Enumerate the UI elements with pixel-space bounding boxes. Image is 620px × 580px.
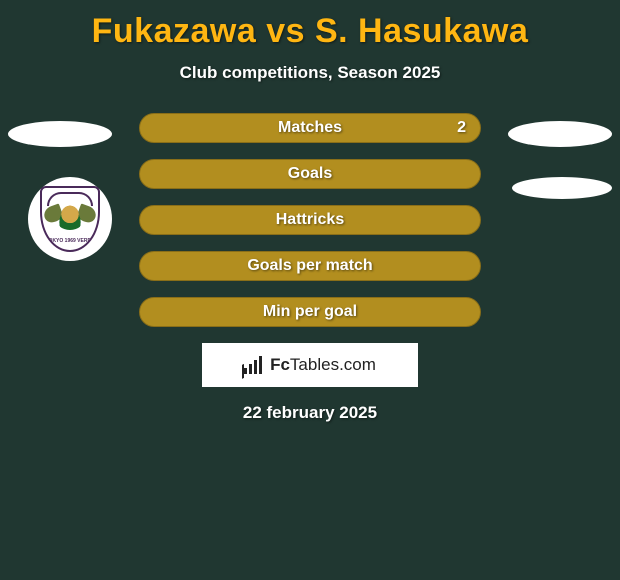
- player2-club-placeholder: [512, 177, 612, 199]
- crest-banner-text: TOKYO 1969 VERDE: [46, 238, 95, 244]
- snapshot-date: 22 february 2025: [0, 403, 620, 423]
- stat-row-hattricks: Hattricks: [139, 205, 481, 235]
- stat-value: 2: [457, 119, 466, 137]
- page-title: Fukazawa vs S. Hasukawa: [0, 0, 620, 51]
- stat-label: Matches: [278, 119, 342, 137]
- player1-badge-placeholder: [8, 121, 112, 147]
- stat-row-goals-per-match: Goals per match: [139, 251, 481, 281]
- stat-bars: Matches 2 Goals Hattricks Goals per matc…: [139, 113, 481, 327]
- brand-suffix: Tables.com: [290, 355, 376, 374]
- club-crest-icon: TOKYO 1969 VERDE: [40, 186, 100, 252]
- stat-label: Min per goal: [263, 303, 357, 321]
- brand-prefix: Fc: [270, 355, 290, 374]
- brand-watermark: FcTables.com: [202, 343, 418, 387]
- stat-label: Goals per match: [247, 257, 372, 275]
- comparison-panel: TOKYO 1969 VERDE Matches 2 Goals Hattric…: [0, 113, 620, 423]
- stat-row-matches: Matches 2: [139, 113, 481, 143]
- stat-row-min-per-goal: Min per goal: [139, 297, 481, 327]
- page-subtitle: Club competitions, Season 2025: [0, 63, 620, 83]
- player1-club-crest: TOKYO 1969 VERDE: [28, 177, 112, 261]
- stat-row-goals: Goals: [139, 159, 481, 189]
- player2-badge-placeholder: [508, 121, 612, 147]
- bars-chart-icon: [244, 356, 266, 374]
- brand-text: FcTables.com: [270, 355, 376, 375]
- stat-label: Goals: [288, 165, 332, 183]
- stat-label: Hattricks: [276, 211, 344, 229]
